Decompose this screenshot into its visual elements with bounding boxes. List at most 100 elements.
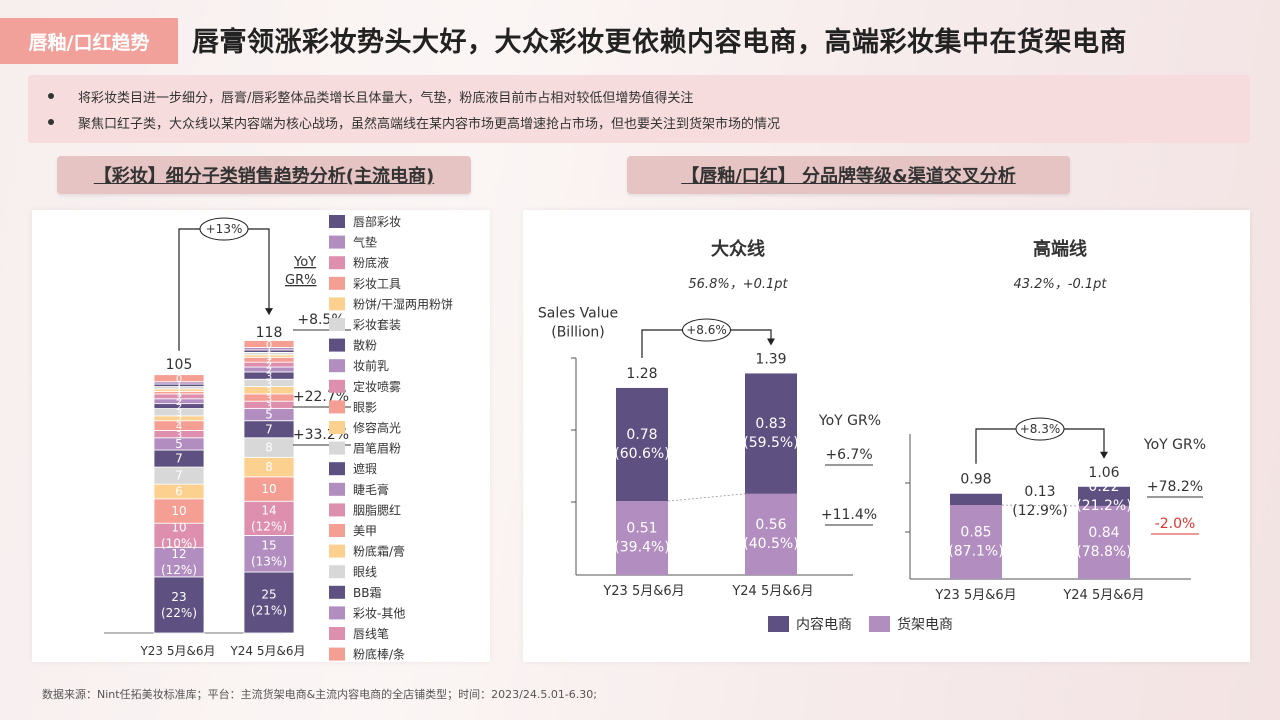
legend-label: 美甲 bbox=[353, 524, 377, 538]
segment-label: 0.83 (59.5%) bbox=[743, 416, 798, 451]
category-chart-panel: 23 (22%) 12 (12%) 10 (10%) 10 6 7 7 5 3 4 2 3 2 2 2 1 1 1 1 1 0… bbox=[32, 210, 490, 662]
segment-label: 1 bbox=[266, 352, 272, 363]
legend-swatch bbox=[329, 524, 345, 537]
growth-label: +13% bbox=[206, 222, 243, 236]
segment-label: 2 bbox=[176, 397, 182, 408]
legend-label: 粉饼/干湿两用粉饼 bbox=[353, 296, 453, 311]
segment-label: 1 bbox=[266, 347, 272, 358]
segment-label: 1 bbox=[176, 384, 182, 395]
legend-swatch bbox=[329, 585, 345, 599]
growth-badge bbox=[1015, 417, 1065, 441]
bar-segment bbox=[243, 340, 295, 348]
bullet-item: 聚焦口红子类，大众线以某内容端为核心战场，虽然高端线在某内容市场更高增速抢占市场… bbox=[48, 109, 1250, 135]
bar-segment bbox=[153, 547, 205, 578]
legend-label: 眼影 bbox=[353, 400, 377, 414]
legend-swatch bbox=[768, 616, 789, 632]
segment-label: 1 bbox=[176, 379, 182, 390]
legend-label: BB霜 bbox=[353, 586, 381, 600]
legend-label: 眉笔眉粉 bbox=[353, 441, 401, 456]
connector-line bbox=[1001, 504, 1079, 507]
legend-label: 妆前乳 bbox=[353, 358, 389, 373]
x-tick-label: Y24 5月&6月 bbox=[1062, 588, 1144, 603]
x-tick-label: Y23 5月&6月 bbox=[934, 588, 1016, 603]
bar-segment bbox=[243, 571, 295, 634]
legend-item: 眼线 bbox=[329, 565, 377, 579]
segment-label: 14 (12%) bbox=[251, 503, 287, 533]
bar-segment bbox=[243, 476, 295, 502]
legend-swatch bbox=[329, 503, 345, 517]
segment-label: 8 bbox=[265, 460, 273, 474]
footnote: 数据来源：Nint任拓美妆标准库；平台：主流货架电商&主流内容电商的全店铺类型；… bbox=[42, 688, 597, 701]
segment-label: 0.84 (78.8%) bbox=[1076, 525, 1131, 560]
channel-chart-panel: Sales Value (Billion) 大众线 56.8%，+0.1pt 0.51(… bbox=[523, 210, 1250, 662]
chart-subtitle: 43.2%，-0.1pt bbox=[1013, 277, 1107, 292]
legend-swatch bbox=[329, 421, 345, 434]
arrow-head-icon bbox=[767, 338, 775, 346]
legend-swatch bbox=[329, 647, 345, 661]
bar-segment bbox=[153, 498, 205, 524]
total-label: 118 bbox=[256, 325, 283, 341]
legend-swatch bbox=[869, 616, 890, 632]
growth-annotation: +8.6% bbox=[641, 318, 775, 358]
channel-stacked-bar-charts: Sales Value (Billion) 大众线 56.8%，+0.1pt 0.51(… bbox=[538, 238, 1206, 633]
segment-label: 2 bbox=[176, 414, 182, 425]
growth-label: +8.3% bbox=[1020, 422, 1061, 436]
segment-label: 23 (22%) bbox=[161, 590, 197, 620]
legend-item: 彩妆-其他 bbox=[329, 606, 405, 620]
segment-label: 1 bbox=[266, 345, 272, 356]
bar-segment-content bbox=[616, 387, 668, 502]
arrow-head-icon bbox=[265, 308, 273, 316]
yoy-header: YoY GR% bbox=[1143, 437, 1206, 453]
segment-label: 10 (10%) bbox=[161, 520, 197, 550]
legend-label: 货架电商 bbox=[897, 616, 953, 633]
segment-label: 10 bbox=[171, 504, 186, 518]
bar-segment-shelf bbox=[745, 493, 797, 575]
segment-label: 1 bbox=[176, 389, 182, 400]
bar-segment-content bbox=[950, 493, 1002, 506]
category-stacked-bar-chart: 23 (22%)12 (12%)10 (10%)1067753423222111110… bbox=[104, 214, 453, 662]
bar-segment bbox=[153, 522, 205, 549]
legend-swatch bbox=[329, 565, 345, 579]
legend-label: 粉底液 bbox=[353, 255, 389, 270]
legend-swatch bbox=[329, 215, 345, 228]
legend-swatch bbox=[329, 276, 345, 290]
legend-swatch bbox=[329, 544, 345, 558]
legend-label: 唇部彩妆 bbox=[353, 214, 401, 229]
legend-item: 妆前乳 bbox=[329, 358, 389, 373]
legend-label: 气垫 bbox=[353, 235, 377, 250]
legend-swatch bbox=[329, 338, 345, 352]
legend-swatch bbox=[329, 627, 345, 640]
bar-segment-content bbox=[745, 373, 797, 494]
legend-item: 粉饼/干湿两用粉饼 bbox=[329, 296, 453, 311]
yoy-value: +6.7% bbox=[825, 447, 872, 463]
yoy-header: GR% bbox=[285, 273, 316, 288]
segment-label: 3 bbox=[266, 386, 272, 397]
legend-label: 彩妆工具 bbox=[353, 277, 401, 291]
bar-segment bbox=[243, 500, 295, 536]
segment-label: 2 bbox=[176, 402, 182, 413]
legend-label: 唇线笔 bbox=[353, 626, 389, 641]
chart-subtitle: 56.8%，+0.1pt bbox=[688, 277, 788, 292]
yoy-value: +11.4% bbox=[821, 507, 877, 523]
segment-label: 15 (13%) bbox=[251, 539, 287, 569]
right-section-title: 【唇釉/口红】 分品牌等级&渠道交叉分析 bbox=[627, 156, 1070, 194]
segment-label: 3 bbox=[266, 401, 272, 412]
summary-box: 将彩妆类目进一步细分，唇膏/唇彩整体品类增长且体量大，气垫，粉底液目前市占相对较… bbox=[28, 75, 1250, 143]
legend-label: 粉底棒/条 bbox=[353, 647, 405, 662]
legend-swatch bbox=[329, 462, 345, 476]
legend-swatch bbox=[329, 400, 345, 414]
x-tick-label: Y24 5月&6月 bbox=[229, 644, 305, 658]
growth-label: +8.6% bbox=[686, 323, 727, 337]
legend-swatch bbox=[329, 379, 345, 393]
legend-swatch bbox=[329, 318, 345, 331]
segment-label: 7 bbox=[175, 469, 183, 483]
left-section-title: 【彩妆】细分子类销售趋势分析(主流电商) bbox=[57, 156, 471, 194]
legend-item: 粉底霜/膏 bbox=[329, 544, 405, 559]
y-axis-label: Sales Value (Billion) bbox=[538, 306, 618, 341]
total-label: 1.39 bbox=[755, 351, 786, 367]
segment-label: 10 bbox=[261, 482, 276, 496]
bar-segment bbox=[153, 374, 205, 383]
legend-item: 粉底棒/条 bbox=[329, 647, 405, 662]
growth-badge bbox=[199, 217, 249, 241]
bar-segment-shelf bbox=[616, 501, 668, 575]
